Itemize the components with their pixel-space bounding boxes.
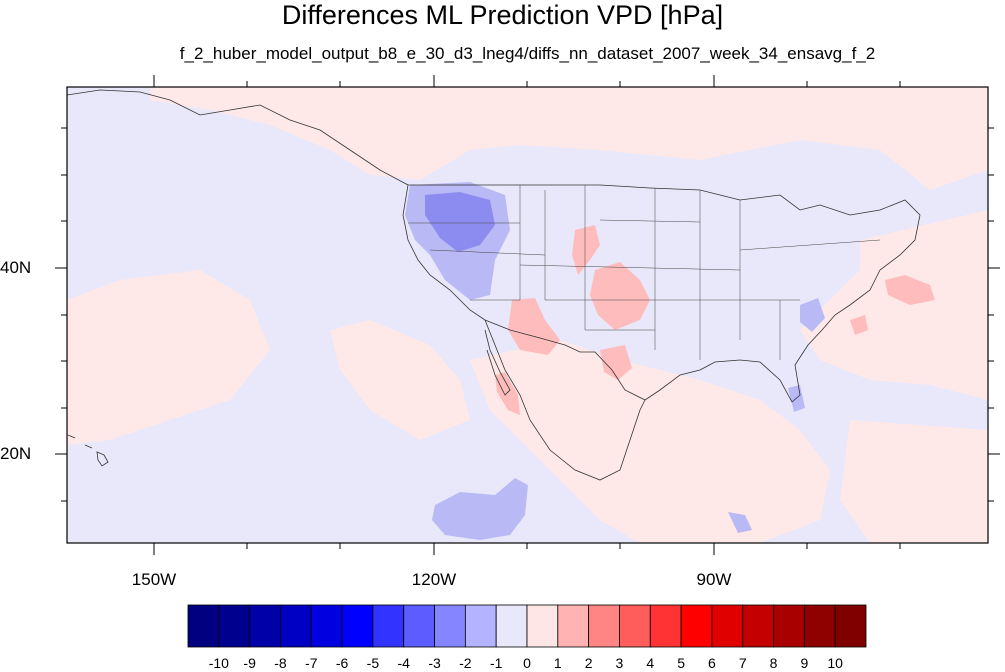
colorbar-box-9: [464, 604, 497, 648]
state-borders: [408, 185, 881, 360]
pink-region-atlantic: [800, 210, 988, 400]
alaska-coastline: [67, 89, 409, 186]
colorbar-box-0: [187, 604, 220, 648]
mexico-coastline: [484, 319, 646, 481]
colorbar-box-19: [773, 604, 805, 648]
colorbar-tick-label: -4: [398, 655, 411, 671]
colorbar-tick-label: 5: [677, 655, 685, 671]
lat-ticks: [55, 127, 1000, 502]
colorbar-tick-label: 3: [616, 655, 624, 671]
colorbar-box-16: [680, 604, 713, 648]
colorbar-box-13: [588, 604, 620, 648]
colorbar-tick-label: -2: [459, 655, 472, 671]
colorbar-box-10: [495, 604, 528, 648]
pink-region-central-plains: [572, 225, 600, 275]
colorbar-tick-label: 2: [585, 655, 593, 671]
colorbar-tick-label: 9: [800, 655, 808, 671]
colorbar-tick-label: -3: [428, 655, 441, 671]
colorbar-tick-label: 4: [646, 655, 654, 671]
colorbar-box-1: [218, 604, 251, 648]
pink-region-east-pacific: [330, 320, 470, 440]
pink-region-baja: [495, 372, 520, 415]
colorbar-tick-label: -10: [209, 655, 229, 671]
lon-ticks: [153, 75, 901, 555]
map-subtitle: f_2_huber_model_output_b8_e_30_d3_lneg4/…: [179, 44, 876, 63]
colorbar-box-18: [742, 604, 774, 648]
colorbar-box-14: [619, 604, 651, 648]
colorbar-tick-label: 8: [770, 655, 778, 671]
pink-region-southeast: [840, 420, 988, 543]
blue-region-tropical-pacific: [432, 478, 528, 540]
colorbar-box-6: [372, 604, 405, 648]
blue-region-northwest-core: [425, 192, 495, 252]
colorbar-box-7: [403, 604, 435, 648]
colorbar-box-3: [280, 604, 312, 648]
colorbar-tick-label: 0: [523, 655, 531, 671]
blue-region-caribbean: [728, 512, 752, 533]
colorbar-tick-label: -9: [243, 655, 256, 671]
lat-label-40n: 40N: [0, 258, 32, 277]
baja-coastline: [484, 329, 511, 396]
colorbar-box-12: [557, 604, 590, 648]
colorbar-tick-label: -7: [305, 655, 318, 671]
colorbar-tick-label: -6: [336, 655, 349, 671]
map-title: Differences ML Prediction VPD [hPa]: [281, 0, 724, 30]
colorbar-box-2: [249, 604, 281, 648]
colorbar-tick-label: 10: [827, 655, 843, 671]
blue-region-southeast: [800, 298, 825, 332]
pink-region-plains: [590, 262, 650, 330]
pink-region-southwest: [508, 298, 560, 355]
colorbar-tick-label: -1: [490, 655, 503, 671]
colorbar-box-4: [310, 604, 343, 648]
colorbar-box-20: [803, 604, 836, 648]
pink-region-texas: [600, 345, 632, 380]
colorbar-tick-label: -5: [367, 655, 380, 671]
pink-region-north-pacific: [150, 87, 988, 190]
us-coastline: [402, 184, 921, 403]
colorbar-tick-label: -8: [274, 655, 287, 671]
colorbar-tick-label: 7: [739, 655, 747, 671]
lat-label-20n: 20N: [0, 444, 32, 463]
lon-label-120w: 120W: [411, 570, 457, 589]
colorbar-box-21: [834, 604, 867, 648]
pink-region-southwest-pacific: [67, 270, 270, 445]
pink-region-atlantic-small: [850, 315, 868, 335]
pink-region-gulf: [470, 340, 830, 543]
colorbar-boxes: [187, 604, 867, 648]
colorbar-box-11: [526, 604, 559, 648]
colorbar-box-17: [711, 604, 744, 648]
colorbar-tick-label: 6: [708, 655, 716, 671]
colorbar-box-8: [434, 604, 466, 648]
colorbar-tick-label: 1: [554, 655, 562, 671]
lon-label-90w: 90W: [696, 570, 732, 589]
pink-region-atlantic-patch: [885, 275, 935, 305]
hawaii-islands: [67, 434, 109, 467]
colorbar-box-15: [649, 604, 682, 648]
colorbar-box-5: [341, 604, 374, 648]
lon-label-150w: 150W: [131, 570, 177, 589]
colorbar-labels: -10 -9 -8 -7 -6 -5 -4 -3 -2 -1 0 1 2 3 4 5 6 7 8 9 10: [209, 655, 843, 671]
